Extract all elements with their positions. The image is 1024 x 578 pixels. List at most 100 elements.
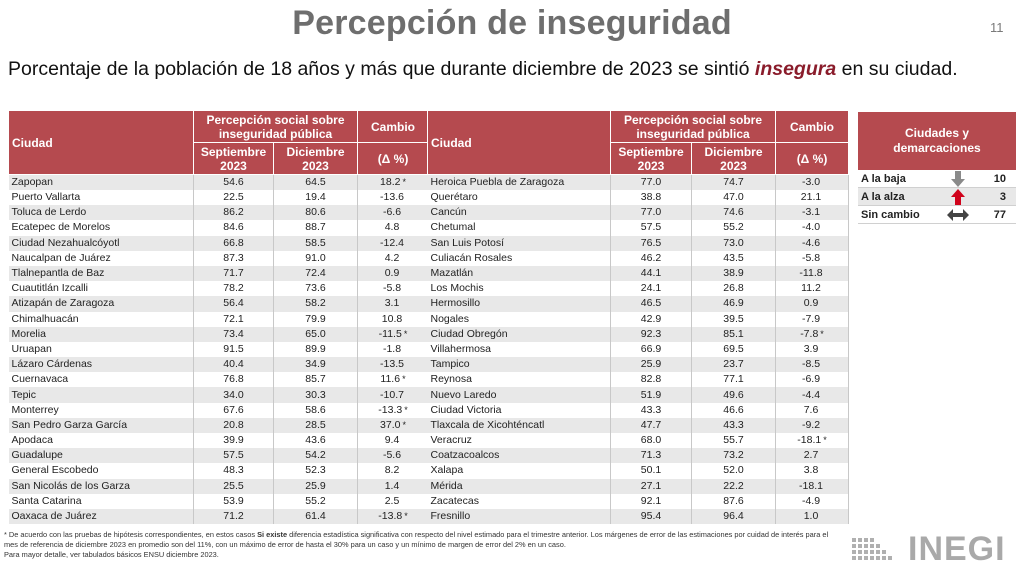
city-name: Chetumal [427, 220, 611, 236]
table-row: Cuautitlán Izcalli 78.2 73.6 -5.8 [8, 281, 429, 297]
inegi-logo: INEGI [852, 530, 1012, 568]
header-december: Diciembre 2023 [273, 142, 358, 175]
change-value: 1.0 [803, 510, 819, 523]
down-arrow-icon [938, 170, 978, 187]
city-name: Nuevo Laredo [427, 387, 611, 403]
header-change: Cambio [775, 110, 849, 143]
september-value: 22.5 [193, 190, 274, 206]
september-value: 56.4 [193, 296, 274, 312]
inegi-logo-text: INEGI [908, 529, 1006, 568]
header-perception: Percepción social sobre inseguridad públ… [610, 110, 776, 143]
header-change-unit: (Δ %) [357, 142, 429, 175]
table-row: Tampico 25.9 23.7 -8.5 [427, 357, 849, 373]
september-value: 92.1 [610, 493, 692, 509]
change-value: -3.1 [801, 206, 821, 219]
change-cell: 4.8 [357, 220, 429, 236]
september-value: 78.2 [193, 281, 274, 297]
table-row: Lázaro Cárdenas 40.4 34.9 -13.5 [8, 357, 429, 373]
september-value: 57.5 [610, 220, 692, 236]
december-value: 43.6 [273, 433, 358, 449]
city-name: Querétaro [427, 190, 611, 206]
september-value: 51.9 [610, 387, 692, 403]
subtitle: Porcentaje de la población de 18 años y … [8, 57, 1008, 81]
change-value: 2.7 [803, 449, 819, 462]
summary-value: 10 [993, 172, 1006, 185]
september-value: 76.8 [193, 372, 274, 388]
september-value: 67.6 [193, 402, 274, 418]
table-row: Uruapan 91.5 89.9 -1.8 [8, 341, 429, 358]
footnote-detail: Para mayor detalle, ver tabulados básico… [4, 550, 219, 559]
december-value: 39.5 [691, 311, 776, 327]
summary-row-nochange: Sin cambio 77 [858, 206, 1016, 224]
city-name: Mazatlán [427, 265, 611, 282]
december-value: 30.3 [273, 387, 358, 403]
change-cell: -4.6 [775, 235, 849, 251]
city-name: Tepic [8, 387, 194, 403]
december-value: 23.7 [691, 357, 776, 373]
change-cell: -1.8 [357, 341, 429, 358]
september-value: 50.1 [610, 463, 692, 479]
change-value: -6.9 [801, 373, 821, 386]
city-name: Cancún [427, 205, 611, 221]
september-value: 66.8 [193, 235, 274, 251]
change-value: -1.8 [382, 342, 402, 355]
december-value: 55.2 [273, 493, 358, 509]
significance-mark: * [402, 374, 406, 385]
change-value: 2.5 [384, 494, 400, 507]
city-name: Villahermosa [427, 341, 611, 358]
table-row: Naucalpan de Juárez 87.3 91.0 4.2 [8, 250, 429, 266]
significance-mark: * [404, 511, 408, 522]
table-row: Querétaro 38.8 47.0 21.1 [427, 190, 849, 206]
table-row: Tepic 34.0 30.3 -10.7 [8, 387, 429, 403]
change-value: 11.6 [380, 373, 401, 386]
header-change: Cambio [357, 110, 429, 143]
september-value: 24.1 [610, 281, 692, 297]
change-value: 4.8 [384, 221, 400, 234]
change-cell: -7.9 [775, 311, 849, 327]
left-right-arrow-icon [938, 208, 978, 221]
change-cell: 0.9 [357, 265, 429, 282]
december-value: 79.9 [273, 311, 358, 327]
significance-mark: * [402, 419, 406, 430]
september-value: 42.9 [610, 311, 692, 327]
change-value: -4.6 [801, 236, 821, 249]
change-value: 3.8 [803, 464, 819, 477]
december-value: 34.9 [273, 357, 358, 373]
city-name: Toluca de Lerdo [8, 205, 194, 221]
city-name: Apodaca [8, 433, 194, 449]
december-value: 46.9 [691, 296, 776, 312]
table-row: Reynosa 82.8 77.1 -6.9 [427, 372, 849, 388]
change-cell: -10.7 [357, 387, 429, 403]
december-value: 73.2 [691, 448, 776, 464]
september-value: 27.1 [610, 478, 692, 494]
december-value: 89.9 [273, 341, 358, 358]
table-row: Monterrey 67.6 58.6 -13.3 * [8, 402, 429, 418]
table-row: Villahermosa 66.9 69.5 3.9 [427, 341, 849, 358]
change-cell: 2.5 [357, 493, 429, 509]
change-cell: 1.4 [357, 478, 429, 494]
september-value: 40.4 [193, 357, 274, 373]
change-value: 18.2 [380, 176, 401, 188]
table-row: Cancún 77.0 74.6 -3.1 [427, 205, 849, 221]
city-name: Coatzacoalcos [427, 448, 611, 464]
header-perception: Percepción social sobre inseguridad públ… [193, 110, 358, 143]
table-row: Chimalhuacán 72.1 79.9 10.8 [8, 311, 429, 327]
city-name: Hermosillo [427, 296, 611, 312]
change-cell: -11.5 * [357, 326, 429, 342]
table-row: San Luis Potosí 76.5 73.0 -4.6 [427, 235, 849, 251]
change-cell: -5.8 [775, 250, 849, 266]
december-value: 72.4 [273, 265, 358, 282]
city-name: Xalapa [427, 463, 611, 479]
change-value: -13.5 [380, 358, 404, 371]
significance-mark: * [403, 328, 408, 339]
footnote-text: diferencia estadística significativa con… [4, 530, 829, 549]
change-cell: 4.2 [357, 250, 429, 266]
header-september: Septiembre 2023 [193, 142, 274, 175]
change-value: 3.1 [384, 297, 400, 310]
december-value: 25.9 [273, 478, 358, 494]
december-value: 74.7 [691, 174, 776, 190]
change-cell: -3.0 [775, 174, 849, 190]
september-value: 84.6 [193, 220, 274, 236]
december-value: 52.3 [273, 463, 358, 479]
december-value: 54.2 [273, 448, 358, 464]
